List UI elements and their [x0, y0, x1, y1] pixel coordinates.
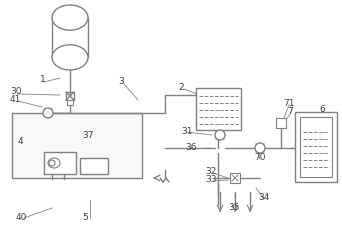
- Text: 35: 35: [228, 203, 239, 212]
- Text: 36: 36: [185, 143, 197, 152]
- Text: 32: 32: [205, 167, 216, 176]
- Circle shape: [215, 130, 225, 140]
- Bar: [276, 118, 286, 128]
- Bar: [66, 92, 74, 100]
- Bar: [52, 18, 88, 57]
- Text: 4: 4: [18, 137, 24, 146]
- Circle shape: [43, 108, 53, 118]
- Bar: [44, 152, 76, 174]
- Text: 30: 30: [10, 88, 22, 97]
- Text: 33: 33: [205, 176, 216, 185]
- Text: 1: 1: [40, 76, 46, 85]
- Bar: [230, 173, 240, 183]
- Text: 34: 34: [258, 194, 269, 203]
- Bar: [300, 117, 332, 177]
- Text: 2: 2: [178, 82, 184, 91]
- Text: 71: 71: [283, 98, 294, 107]
- Ellipse shape: [52, 45, 88, 70]
- Text: 41: 41: [10, 95, 21, 104]
- Text: 70: 70: [254, 154, 265, 162]
- Bar: [12, 113, 142, 178]
- Text: 7: 7: [287, 107, 293, 116]
- Text: 6: 6: [319, 104, 325, 113]
- Bar: [80, 158, 108, 174]
- Text: 37: 37: [82, 131, 93, 140]
- Bar: [295, 112, 337, 182]
- Text: 3: 3: [118, 77, 124, 86]
- Text: 40: 40: [16, 213, 27, 222]
- Ellipse shape: [52, 5, 88, 30]
- Text: 31: 31: [181, 127, 193, 136]
- Bar: [196, 88, 241, 130]
- Bar: [67, 100, 73, 105]
- Text: 5: 5: [82, 213, 88, 222]
- Circle shape: [255, 143, 265, 153]
